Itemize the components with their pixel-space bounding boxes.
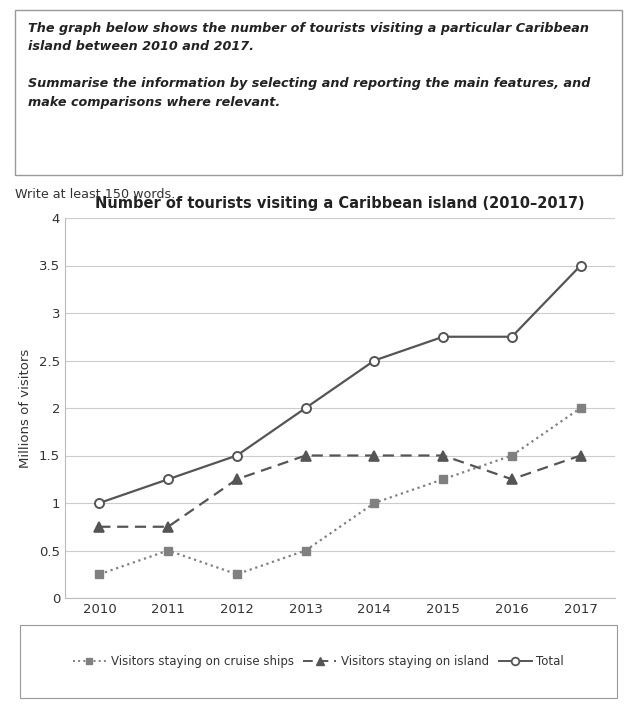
Legend: Visitors staying on cruise ships, Visitors staying on island, Total: Visitors staying on cruise ships, Visito… xyxy=(69,651,568,672)
Y-axis label: Millions of visitors: Millions of visitors xyxy=(19,348,32,467)
FancyBboxPatch shape xyxy=(20,625,617,698)
Text: The graph below shows the number of tourists visiting a particular Caribbean
isl: The graph below shows the number of tour… xyxy=(28,22,590,109)
Text: Write at least 150 words.: Write at least 150 words. xyxy=(15,188,175,201)
Title: Number of tourists visiting a Caribbean island (2010–2017): Number of tourists visiting a Caribbean … xyxy=(95,196,585,211)
